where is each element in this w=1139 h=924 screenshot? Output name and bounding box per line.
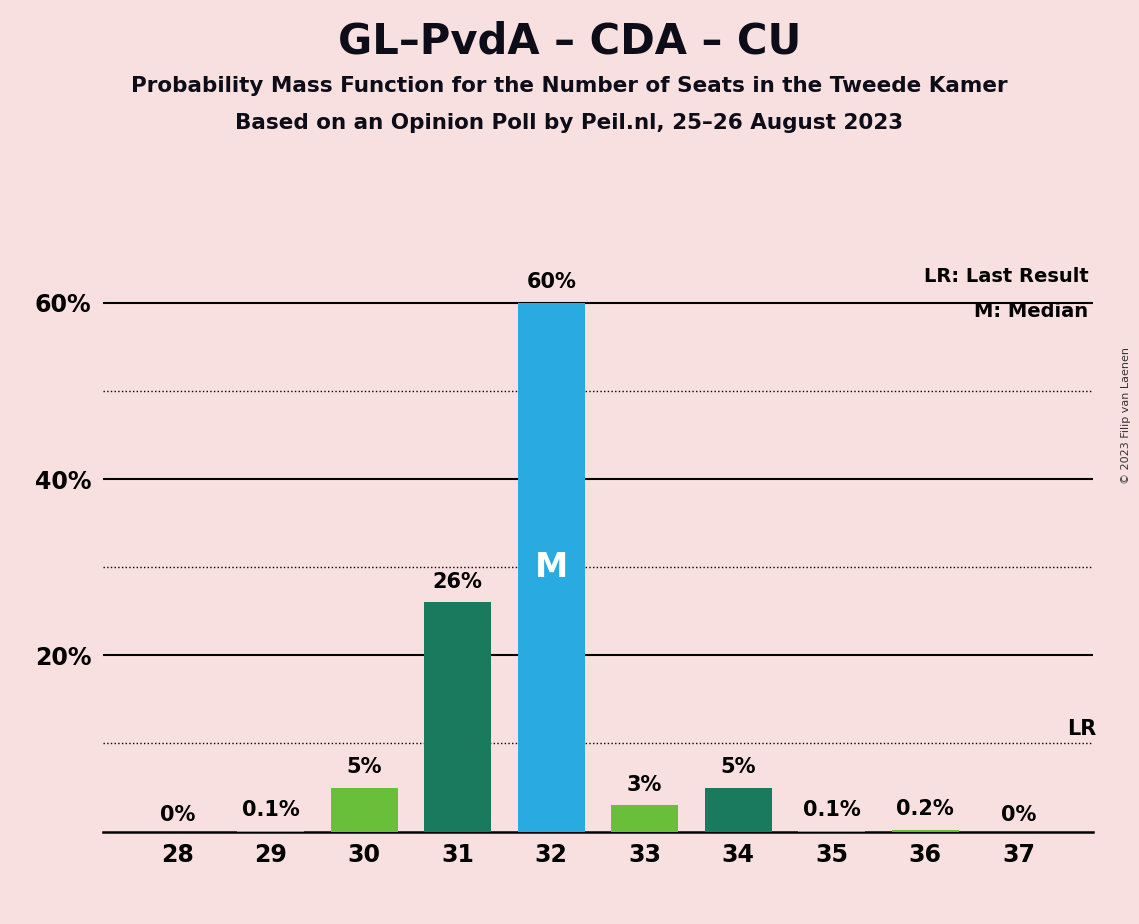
Text: 0.1%: 0.1% (241, 800, 300, 821)
Text: 5%: 5% (346, 757, 382, 777)
Bar (611, 805, 679, 832)
Text: Based on an Opinion Poll by Peil.nl, 25–26 August 2023: Based on an Opinion Poll by Peil.nl, 25–… (236, 113, 903, 133)
Bar (330, 787, 398, 832)
Text: M: Median: M: Median (974, 301, 1089, 321)
Text: © 2023 Filip van Laenen: © 2023 Filip van Laenen (1121, 347, 1131, 484)
Bar (424, 602, 491, 832)
Text: 5%: 5% (721, 757, 756, 777)
Text: GL–PvdA – CDA – CU: GL–PvdA – CDA – CU (338, 20, 801, 62)
Bar (892, 830, 959, 832)
Text: LR: LR (1067, 719, 1097, 739)
Text: Probability Mass Function for the Number of Seats in the Tweede Kamer: Probability Mass Function for the Number… (131, 76, 1008, 96)
Text: 0%: 0% (159, 805, 195, 824)
Bar (705, 787, 772, 832)
Text: 0%: 0% (1001, 805, 1036, 824)
Text: 26%: 26% (433, 572, 483, 592)
Text: 60%: 60% (526, 273, 576, 292)
Text: LR: Last Result: LR: Last Result (924, 267, 1089, 286)
Text: 3%: 3% (628, 774, 663, 795)
Text: 0.2%: 0.2% (896, 799, 954, 820)
Text: M: M (534, 551, 568, 584)
Bar (517, 303, 585, 832)
Text: 0.1%: 0.1% (803, 800, 861, 821)
